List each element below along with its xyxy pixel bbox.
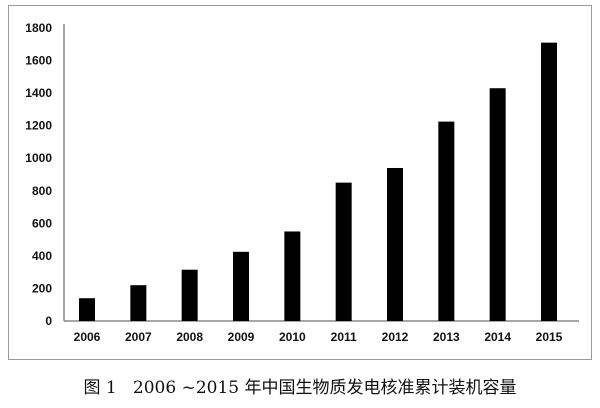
- bar: [233, 251, 249, 321]
- figure-caption-text: 2006 ~2015 年中国生物质发电核准累计装机容量: [132, 378, 517, 398]
- x-tick-label: 2012: [382, 330, 409, 344]
- x-tick-label: 2006: [74, 330, 101, 344]
- bar: [489, 88, 506, 321]
- y-tick-label: 1800: [25, 21, 52, 35]
- y-tick-label: 1200: [25, 119, 52, 133]
- bar: [438, 121, 455, 321]
- bar: [181, 269, 198, 321]
- x-tick-label: 2010: [279, 330, 306, 344]
- y-tick-label: 1000: [25, 151, 52, 165]
- figure-caption: 图 1 2006 ~2015 年中国生物质发电核准累计装机容量: [0, 373, 600, 398]
- x-tick-labels: 2006 2007 2008 2009 2010 2011 2012 2013 2014 2015: [74, 330, 563, 344]
- figure-label: 图 1: [83, 378, 117, 398]
- y-tick-label: 1600: [25, 54, 52, 68]
- chart-frame: 0 200 400 600 800 1000 1200 1400 1600 1800 2006 20…: [8, 5, 592, 360]
- x-tick-label: 2014: [484, 330, 511, 344]
- y-tick-label: 1400: [25, 86, 52, 100]
- y-tick-label: 800: [32, 184, 52, 198]
- y-tick-label: 0: [45, 314, 52, 328]
- bar: [387, 167, 403, 321]
- bar: [335, 182, 352, 321]
- y-tick-label: 400: [32, 249, 52, 263]
- bar: [541, 42, 557, 322]
- x-tick-label: 2007: [125, 330, 152, 344]
- x-tick-label: 2015: [536, 330, 563, 344]
- y-tick-label: 600: [32, 216, 52, 230]
- x-tick-label: 2013: [433, 330, 460, 344]
- y-tick-label: 200: [32, 281, 52, 295]
- y-tick-labels: 0 200 400 600 800 1000 1200 1400 1600 1800: [25, 21, 52, 328]
- x-tick-label: 2008: [176, 330, 203, 344]
- bars: [79, 42, 557, 322]
- x-tick-label: 2009: [228, 330, 255, 344]
- bar: [130, 285, 147, 321]
- x-tick-label: 2011: [331, 330, 357, 344]
- bar: [79, 298, 95, 321]
- bar: [284, 231, 301, 321]
